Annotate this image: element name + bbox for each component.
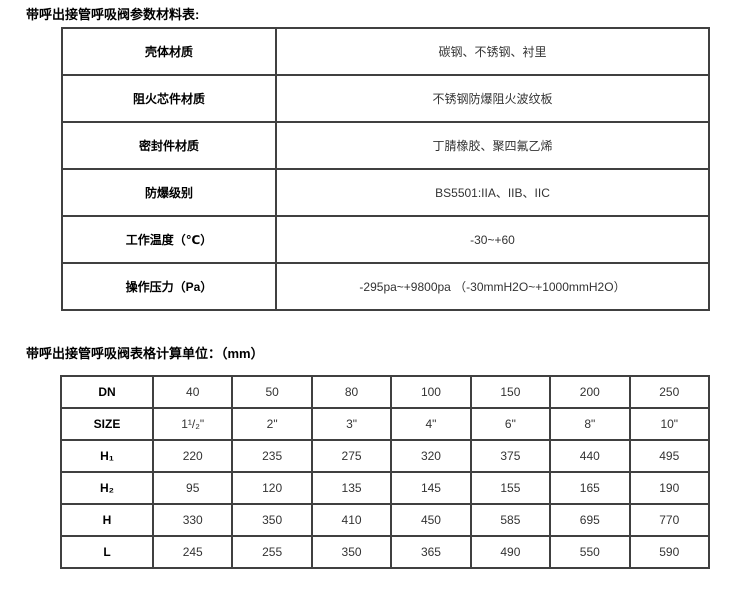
dim-value: 6" bbox=[469, 407, 552, 441]
table-row: H₂ 95 120 135 145 155 165 190 bbox=[60, 471, 711, 505]
material-label: 壳体材质 bbox=[61, 27, 277, 76]
dim-value: 1¹/₂" bbox=[151, 407, 234, 441]
material-label: 工作温度（℃） bbox=[61, 215, 277, 264]
material-value: -295pa~+9800pa （-30mmH2O~+1000mmH2O） bbox=[275, 262, 710, 311]
dim-value: 495 bbox=[628, 439, 711, 473]
table-row: SIZE 1¹/₂" 2" 3" 4" 6" 8" 10" bbox=[60, 407, 711, 441]
table-row: 密封件材质 丁腈橡胶、聚四氟乙烯 bbox=[61, 121, 710, 170]
material-value: BS5501:IIA、IIB、IIC bbox=[275, 168, 710, 217]
dim-row-header: DN bbox=[60, 375, 154, 409]
dim-value: 50 bbox=[231, 375, 313, 409]
dim-value: 365 bbox=[390, 535, 472, 569]
table-row: 阻火芯件材质 不锈钢防爆阻火波纹板 bbox=[61, 74, 710, 123]
materials-table: 壳体材质 碳钢、不锈钢、衬里 阻火芯件材质 不锈钢防爆阻火波纹板 密封件材质 丁… bbox=[61, 27, 710, 311]
dim-value: 155 bbox=[469, 471, 552, 505]
dim-value: 8" bbox=[549, 407, 631, 441]
dim-row-header: SIZE bbox=[60, 407, 154, 441]
material-value: 丁腈橡胶、聚四氟乙烯 bbox=[275, 121, 710, 170]
material-value: -30~+60 bbox=[275, 215, 710, 264]
dim-value: 245 bbox=[151, 535, 234, 569]
table-row: H 330 350 410 450 585 695 770 bbox=[60, 503, 711, 537]
dim-value: 220 bbox=[151, 439, 234, 473]
dim-value: 590 bbox=[628, 535, 711, 569]
dim-value: 440 bbox=[549, 439, 631, 473]
dim-value: 585 bbox=[469, 503, 552, 537]
dim-value: 350 bbox=[310, 535, 393, 569]
dim-value: 190 bbox=[628, 471, 711, 505]
dim-value: 165 bbox=[549, 471, 631, 505]
dim-value: 275 bbox=[310, 439, 393, 473]
dim-value: 120 bbox=[231, 471, 313, 505]
dim-value: 80 bbox=[310, 375, 393, 409]
dim-value: 2" bbox=[231, 407, 313, 441]
material-value: 碳钢、不锈钢、衬里 bbox=[275, 27, 710, 76]
dim-value: 40 bbox=[151, 375, 234, 409]
dim-value: 255 bbox=[231, 535, 313, 569]
dim-row-header: H₂ bbox=[60, 471, 154, 505]
dim-value: 100 bbox=[390, 375, 472, 409]
dim-value: 200 bbox=[549, 375, 631, 409]
material-label: 密封件材质 bbox=[61, 121, 277, 170]
dimensions-table: DN 40 50 80 100 150 200 250 SIZE 1¹/₂" 2… bbox=[60, 375, 711, 569]
dim-value: 490 bbox=[469, 535, 552, 569]
table-row: 操作压力（Pa） -295pa~+9800pa （-30mmH2O~+1000m… bbox=[61, 262, 710, 311]
dim-value: 250 bbox=[628, 375, 711, 409]
dim-value: 695 bbox=[549, 503, 631, 537]
dim-value: 375 bbox=[469, 439, 552, 473]
dimensions-table-title: 带呼出接管呼吸阀表格计算单位：（mm） bbox=[26, 346, 264, 361]
dim-value: 330 bbox=[151, 503, 234, 537]
materials-table-title: 带呼出接管呼吸阀参数材料表: bbox=[26, 7, 200, 22]
dim-row-header: L bbox=[60, 535, 154, 569]
dim-value: 235 bbox=[231, 439, 313, 473]
dim-value: 350 bbox=[231, 503, 313, 537]
dim-row-header: H bbox=[60, 503, 154, 537]
dim-value: 320 bbox=[390, 439, 472, 473]
table-row: DN 40 50 80 100 150 200 250 bbox=[60, 375, 711, 409]
dim-value: 135 bbox=[310, 471, 393, 505]
material-label: 操作压力（Pa） bbox=[61, 262, 277, 311]
dim-value: 145 bbox=[390, 471, 472, 505]
material-label: 阻火芯件材质 bbox=[61, 74, 277, 123]
dim-value: 550 bbox=[549, 535, 631, 569]
dim-value: 95 bbox=[151, 471, 234, 505]
dim-value: 450 bbox=[390, 503, 472, 537]
dim-value: 10" bbox=[628, 407, 711, 441]
material-label: 防爆级别 bbox=[61, 168, 277, 217]
dim-row-header: H₁ bbox=[60, 439, 154, 473]
dim-value: 4" bbox=[390, 407, 472, 441]
table-row: 防爆级别 BS5501:IIA、IIB、IIC bbox=[61, 168, 710, 217]
table-row: 壳体材质 碳钢、不锈钢、衬里 bbox=[61, 27, 710, 76]
dim-value: 3" bbox=[310, 407, 393, 441]
dim-value: 150 bbox=[469, 375, 552, 409]
material-value: 不锈钢防爆阻火波纹板 bbox=[275, 74, 710, 123]
dim-value: 770 bbox=[628, 503, 711, 537]
dim-value: 410 bbox=[310, 503, 393, 537]
table-row: 工作温度（℃） -30~+60 bbox=[61, 215, 710, 264]
table-row: L 245 255 350 365 490 550 590 bbox=[60, 535, 711, 569]
table-row: H₁ 220 235 275 320 375 440 495 bbox=[60, 439, 711, 473]
